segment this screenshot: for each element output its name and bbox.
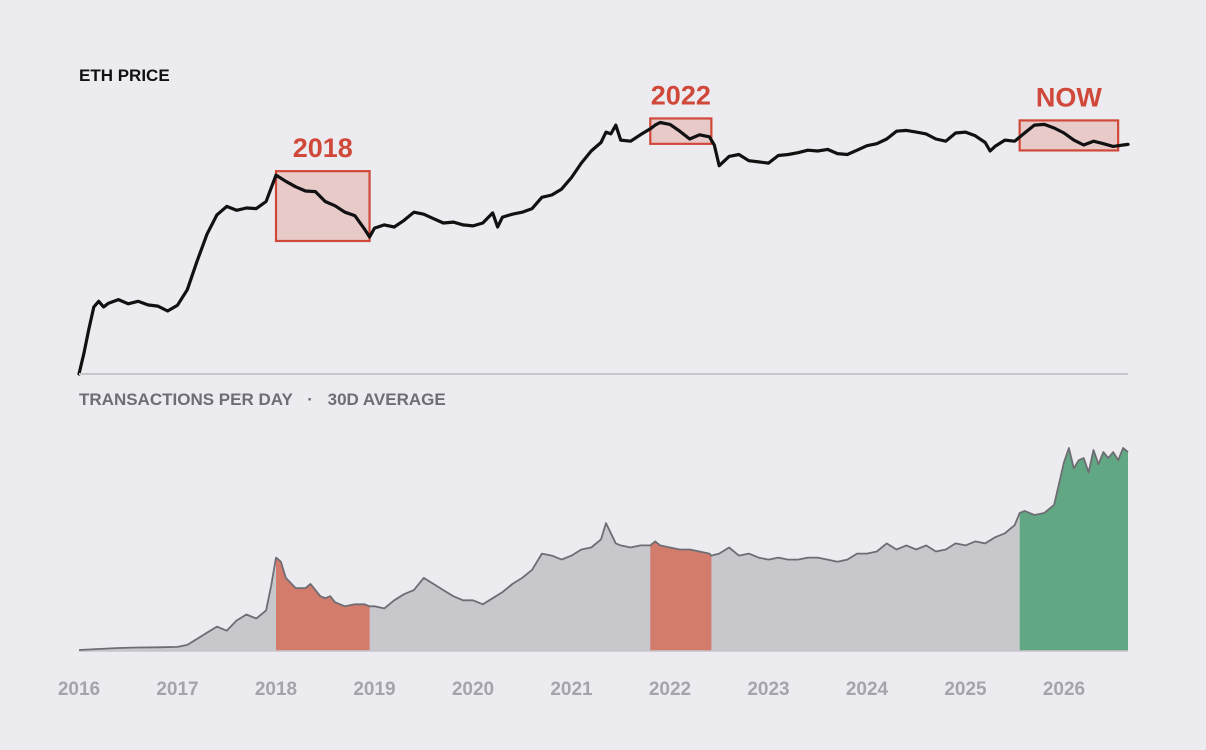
transactions-highlight-0 — [276, 557, 370, 651]
tx-title-separator: · — [307, 390, 313, 409]
transactions-area — [79, 448, 1128, 652]
transactions-series-line — [78, 447, 1129, 651]
tx-chart-title: TRANSACTIONS PER DAY · 30D AVERAGE — [79, 390, 446, 409]
x-tick-label-2017: 2017 — [156, 679, 198, 700]
price-chart-title: ETH PRICE — [79, 66, 170, 85]
x-axis-year-labels: 2016 2017 2018 2019 2020 2021 2022 2023 2024 2025… — [58, 679, 1085, 700]
x-tick-label-2020: 2020 — [452, 679, 494, 700]
eth-price-series-line — [77, 120, 1130, 376]
x-tick-label-2023: 2023 — [747, 679, 789, 700]
x-tick-label-2019: 2019 — [353, 679, 395, 700]
tx-subtitle-text: 30D AVERAGE — [328, 390, 446, 409]
x-tick-label-2022: 2022 — [649, 679, 691, 700]
annotation-box-2018 — [274, 170, 371, 243]
x-tick-label-2016: 2016 — [58, 679, 100, 700]
x-tick-label-2024: 2024 — [846, 679, 889, 700]
x-tick-label-2025: 2025 — [944, 679, 987, 700]
price-annotations: 2018 2022 NOW — [274, 80, 1120, 243]
svg-text:TRANSACTIONS PER DAY ·: TRANSACTIONS PER DAY · 30D AVERAGE — [79, 390, 446, 409]
transactions-highlight-2 — [1019, 448, 1128, 651]
x-tick-label-2021: 2021 — [550, 679, 593, 700]
annotation-label-2018: 2018 — [293, 133, 353, 163]
annotation-label-now: NOW — [1036, 82, 1103, 112]
x-tick-label-2018: 2018 — [255, 679, 297, 700]
transactions-area-fill — [79, 448, 1128, 651]
tx-title-text: TRANSACTIONS PER DAY — [79, 390, 293, 409]
annotation-label-2022: 2022 — [651, 80, 711, 110]
x-tick-label-2026: 2026 — [1043, 679, 1085, 700]
transactions-highlight-1 — [650, 541, 712, 651]
